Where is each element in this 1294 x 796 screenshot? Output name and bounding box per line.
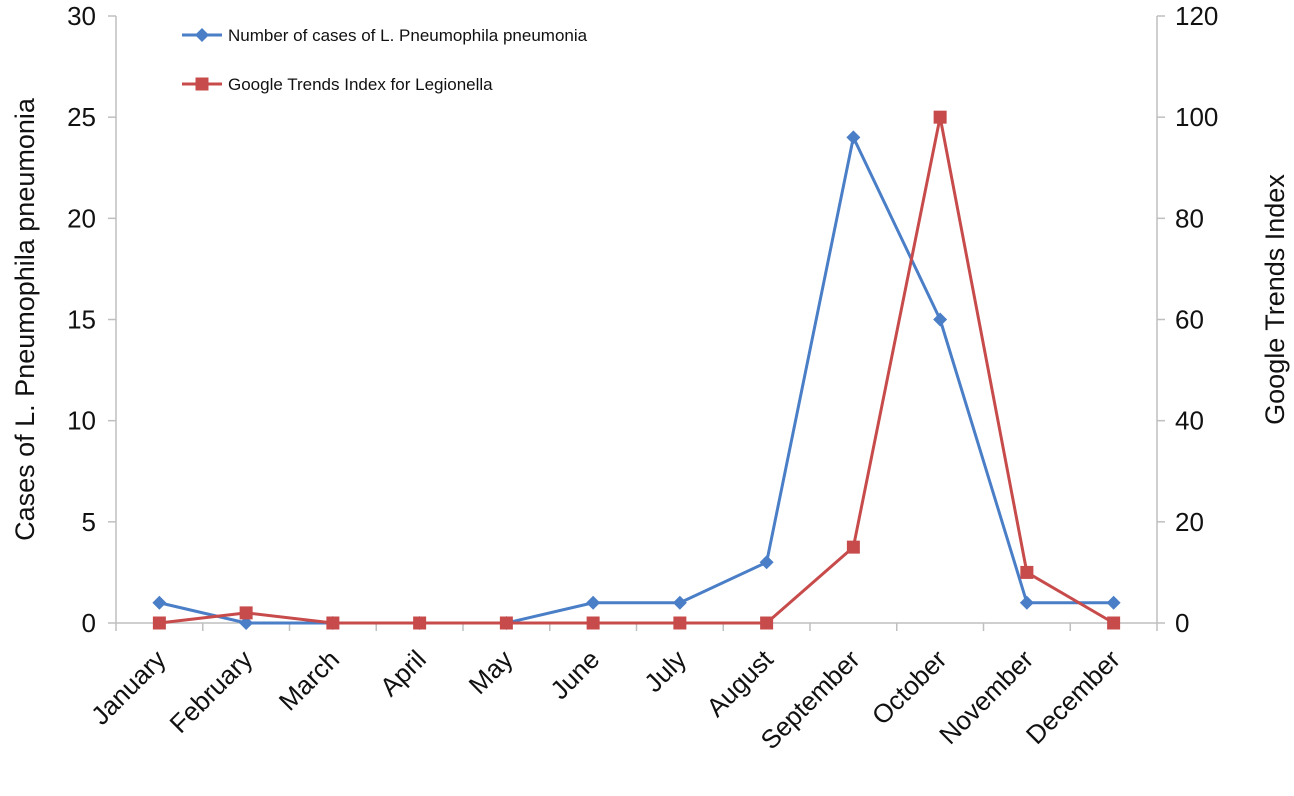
series-1-line [159,135,1114,625]
series-2 [152,110,1121,630]
series-1 [152,130,1121,630]
y-right-tick-label: 20 [1175,507,1204,537]
y-left-tick-label: 15 [67,305,96,335]
x-tick-label: August [700,643,779,722]
series-1-point [672,595,687,610]
y-left-tick-label: 0 [82,608,96,638]
x-tick-label: April [374,644,432,702]
series-2-point [933,110,947,124]
x-tick-label: May [463,644,519,700]
series-1-point [1019,595,1034,610]
x-tick-label: June [544,644,605,705]
x-tick-label: November [933,644,1039,750]
legend-marker-2 [195,77,209,91]
series-1-point [933,312,948,327]
series-2-point [499,616,513,630]
series-1-point [152,595,167,610]
series-1-point [759,555,774,570]
series-2-point [152,616,166,630]
legend-entry-1: Number of cases of L. Pneumophila pneumo… [182,26,588,45]
series-2-point [326,616,340,630]
y-right-tick-label: 60 [1175,305,1204,335]
y-left-tick-label: 25 [67,102,96,132]
series-1-point [1106,595,1121,610]
y-left-axis-title: Cases of L. Pneumophila pneumonia [10,97,40,541]
series-2-line [159,115,1115,625]
y-right-axis-title: Google Trends Index [1260,174,1290,425]
series-2-point [846,540,860,554]
x-tick-label: December [1020,644,1126,750]
axes-layer: 0 5 10 15 20 25 30 0 20 40 60 80 100 120 JanuaryFebrua… [10,1,1290,755]
series-1-point [239,616,254,630]
y-left-tick-label: 10 [67,406,96,436]
x-tick-label: January [85,644,172,731]
legend: Number of cases of L. Pneumophila pneumo… [182,26,588,94]
y-right-tick-label: 40 [1175,406,1204,436]
x-tick-label: October [866,644,953,731]
series-2-point [760,616,774,630]
y-right-tick-label: 100 [1175,102,1218,132]
series-2-point [413,616,427,630]
legend-label-1: Number of cases of L. Pneumophila pneumo… [228,26,588,45]
y-left-tick-label: 30 [67,1,96,31]
legend-label-2: Google Trends Index for Legionella [228,75,493,94]
series-2-point [239,606,253,620]
series-2-point [1107,616,1121,630]
series-2-point [586,616,600,630]
y-right-tick-label: 0 [1175,608,1189,638]
legend-entry-2: Google Trends Index for Legionella [182,75,493,94]
series-1-point [846,130,861,145]
y-right-tick-label: 120 [1175,1,1218,31]
series-1-point [586,595,601,610]
x-tick-label: July [638,644,692,698]
series-2-point [673,616,687,630]
y-left-tick-label: 5 [82,507,96,537]
x-tick-label: March [273,644,345,716]
x-tick-label: February [164,644,259,739]
legend-marker-1 [195,28,209,42]
y-right-tick-label: 80 [1175,203,1204,233]
y-left-tick-label: 20 [67,203,96,233]
series-2-point [1020,565,1034,579]
series-layer [152,110,1121,630]
